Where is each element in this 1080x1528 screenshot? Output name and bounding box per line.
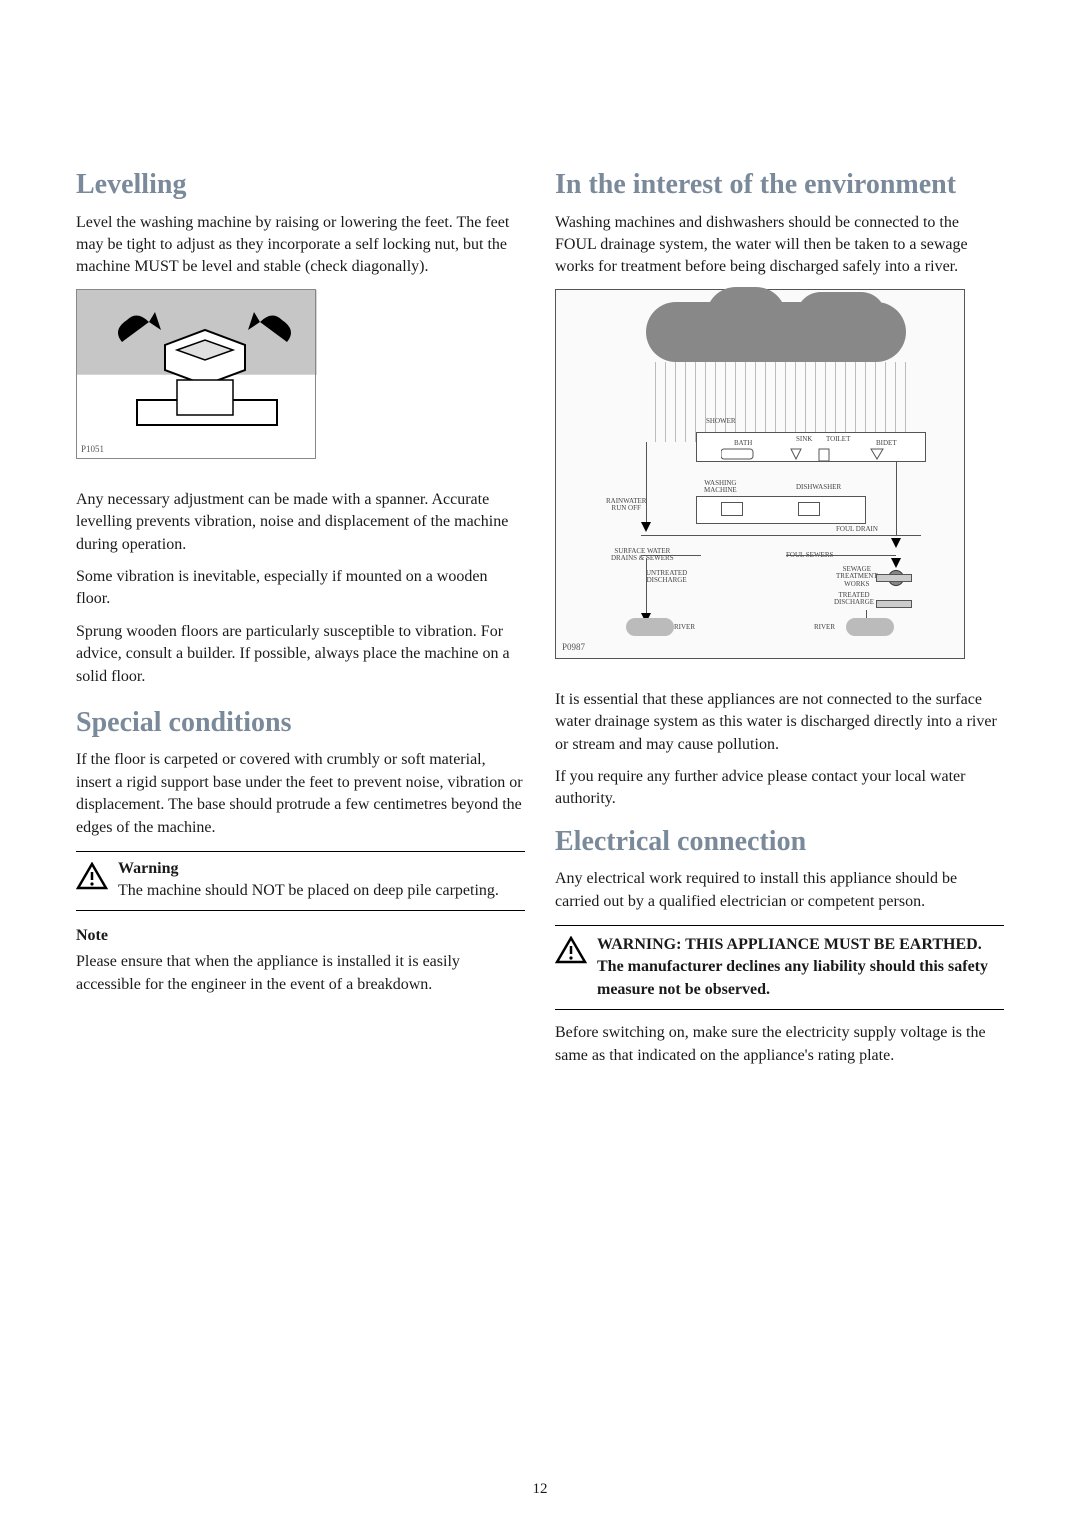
rain-arrow [641,522,651,532]
river-r-label: RIVER [814,624,835,632]
washing-label: WASHING MACHINE [704,480,737,495]
drainage-fig-label: P0987 [562,642,585,652]
rain-pipe [646,442,647,527]
treatment-rect2 [876,600,912,608]
sink-label: SINK [796,436,812,444]
levelling-figure: P1051 [76,289,525,459]
two-column-layout: Levelling Level the washing machine by r… [76,168,1004,1077]
fixtures-icons [721,445,921,465]
washer-icon [721,502,743,516]
levelling-p2: Any necessary adjustment can be made wit… [76,489,525,556]
note-text: Please ensure that when the appliance is… [76,951,525,996]
warning-block-carpet: Warning The machine should NOT be placed… [76,851,525,911]
foul-arrow-2 [891,558,901,568]
env-p3: If you require any further advice please… [555,766,1004,811]
levelling-fig-label: P1051 [81,444,104,454]
river-l-label: RIVER [674,624,695,632]
dishwasher-icon [798,502,820,516]
note-title: Note [76,927,525,945]
river-row [566,616,956,636]
shower-label: SHOWER [706,418,736,426]
warning-text: The machine should NOT be placed on deep… [118,880,499,902]
surface-line [641,555,701,556]
earth-warn-1: WARNING: THIS APPLIANCE MUST BE EARTHED. [597,934,1004,956]
treatment-rect1 [876,574,912,582]
page-number: 12 [533,1481,548,1498]
elec-p1: Any electrical work required to install … [555,868,1004,913]
sewage-label: SEWAGE TREATMENT WORKS [836,566,878,589]
special-p1: If the floor is carpeted or covered with… [76,749,525,839]
levelling-p1: Level the washing machine by raising or … [76,212,525,279]
untreated-label: UNTREATED DISCHARGE [646,570,687,585]
foul-arrow-1 [891,538,901,548]
warning-title: Warning [118,860,499,878]
treated-label: TREATED DISCHARGE [834,592,874,607]
drainage-figure: SHOWER BATH SINK TOILET BIDET WASHING MA… [555,289,1004,659]
env-heading: In the interest of the environment [555,168,1004,202]
right-column: In the interest of the environment Washi… [555,168,1004,1077]
warning-content: Warning The machine should NOT be placed… [118,860,499,902]
river-right [846,618,894,636]
dishwasher-label: DISHWASHER [796,484,841,492]
elec-p2: Before switching on, make sure the elect… [555,1022,1004,1067]
foul-drain-label: FOUL DRAIN [836,526,878,534]
warning-icon [555,936,587,969]
river-left [626,618,674,636]
levelling-p4: Sprung wooden floors are particularly su… [76,621,525,688]
elec-heading: Electrical connection [555,825,1004,859]
env-p1: Washing machines and dishwashers should … [555,212,1004,279]
foul-pipe [896,462,897,535]
warning-block-earth: WARNING: THIS APPLIANCE MUST BE EARTHED.… [555,925,1004,1010]
left-column: Levelling Level the washing machine by r… [76,168,525,1077]
ground-line [641,535,921,536]
foul-sewer-line [786,555,896,556]
earth-warn-2: The manufacturer declines any liability … [597,956,1004,1001]
env-p2: It is essential that these appliances ar… [555,689,1004,756]
untreated-pipe [646,558,647,618]
levelling-diagram-svg [77,290,317,460]
warning-icon [76,862,108,895]
rain-lines [646,362,906,442]
warning-content-earth: WARNING: THIS APPLIANCE MUST BE EARTHED.… [597,934,1004,1001]
special-heading: Special conditions [76,706,525,740]
cloud-icon [646,302,906,362]
levelling-heading: Levelling [76,168,525,202]
toilet-label: TOILET [826,436,850,444]
rainwater-label: RAINWATER RUN OFF [606,498,646,513]
levelling-p3: Some vibration is inevitable, especially… [76,566,525,611]
